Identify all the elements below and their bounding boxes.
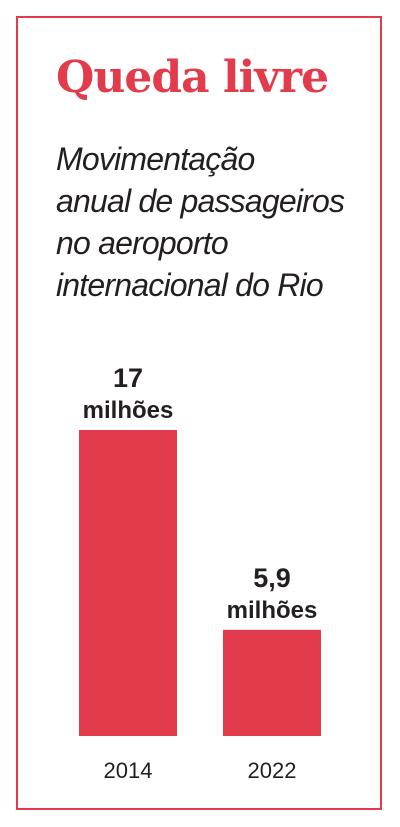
bar-2022 (223, 629, 321, 736)
subtitle-line-3: no aeroporto (56, 225, 229, 261)
chart-frame (16, 16, 382, 810)
bar-2014 (79, 430, 177, 736)
x-tick-2014: 2014 (104, 758, 153, 783)
subtitle-line-1: Movimentação (56, 141, 255, 177)
subtitle-line-4: internacional do Rio (56, 267, 324, 303)
value-label-2022-number: 5,9 (253, 563, 291, 593)
value-label-2014-unit: milhões (83, 397, 174, 424)
chart-title: Queda livre (56, 52, 329, 103)
value-label-2022-unit: milhões (227, 597, 318, 624)
chart-subtitle: Movimentação anual de passageiros no aer… (56, 138, 376, 306)
value-label-2014-number: 17 (113, 363, 143, 393)
subtitle-line-2: anual de passageiros (56, 183, 345, 219)
x-tick-2022: 2022 (248, 758, 297, 783)
